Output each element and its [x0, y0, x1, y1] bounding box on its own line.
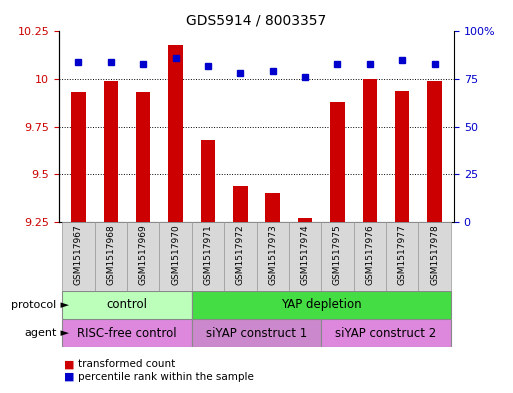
Text: protocol: protocol [11, 300, 56, 310]
Text: GSM1517971: GSM1517971 [204, 224, 212, 285]
Bar [104, 81, 118, 222]
Text: ►: ► [57, 300, 69, 310]
Bar [363, 79, 377, 222]
Bar [395, 90, 409, 222]
Bar [94, 222, 127, 291]
Bar [224, 222, 256, 291]
Bar [353, 222, 386, 291]
Text: GSM1517972: GSM1517972 [236, 224, 245, 285]
Bar [386, 222, 419, 291]
Text: GSM1517970: GSM1517970 [171, 224, 180, 285]
Bar [168, 45, 183, 222]
Bar [160, 222, 192, 291]
Text: GSM1517975: GSM1517975 [333, 224, 342, 285]
Text: GSM1517974: GSM1517974 [301, 224, 309, 285]
Text: GDS5914 / 8003357: GDS5914 / 8003357 [186, 14, 327, 28]
Bar [427, 81, 442, 222]
Bar [62, 291, 192, 319]
Bar [192, 319, 321, 347]
Text: GSM1517968: GSM1517968 [106, 224, 115, 285]
Text: GSM1517978: GSM1517978 [430, 224, 439, 285]
Text: control: control [107, 298, 148, 312]
Text: ■: ■ [64, 359, 74, 369]
Bar [289, 222, 321, 291]
Bar [265, 193, 280, 222]
Bar [298, 218, 312, 222]
Bar [201, 140, 215, 222]
Bar [127, 222, 160, 291]
Text: GSM1517969: GSM1517969 [139, 224, 148, 285]
Bar [136, 92, 150, 222]
Text: transformed count: transformed count [78, 359, 176, 369]
Bar [192, 222, 224, 291]
Bar [321, 222, 353, 291]
Text: GSM1517977: GSM1517977 [398, 224, 407, 285]
Bar [321, 319, 451, 347]
Text: siYAP construct 2: siYAP construct 2 [336, 327, 437, 340]
Bar [62, 319, 192, 347]
Text: GSM1517967: GSM1517967 [74, 224, 83, 285]
Bar [256, 222, 289, 291]
Bar [419, 222, 451, 291]
Bar [330, 102, 345, 222]
Text: ■: ■ [64, 372, 74, 382]
Text: YAP depletion: YAP depletion [281, 298, 362, 312]
Text: ►: ► [57, 328, 69, 338]
Text: agent: agent [24, 328, 56, 338]
Text: siYAP construct 1: siYAP construct 1 [206, 327, 307, 340]
Bar [192, 291, 451, 319]
Text: RISC-free control: RISC-free control [77, 327, 177, 340]
Text: percentile rank within the sample: percentile rank within the sample [78, 372, 254, 382]
Text: GSM1517976: GSM1517976 [365, 224, 374, 285]
Bar [71, 92, 86, 222]
Text: GSM1517973: GSM1517973 [268, 224, 277, 285]
Bar [233, 186, 248, 222]
Bar [62, 222, 94, 291]
